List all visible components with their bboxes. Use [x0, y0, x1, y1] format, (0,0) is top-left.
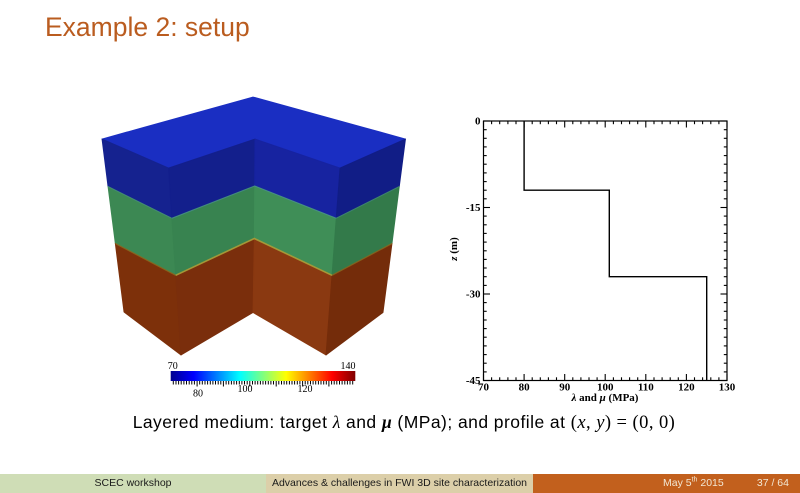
- svg-text:80: 80: [193, 389, 203, 400]
- svg-text:100: 100: [238, 384, 253, 395]
- svg-text:140: 140: [341, 361, 356, 372]
- svg-text:0: 0: [475, 116, 481, 128]
- svg-text:70: 70: [168, 361, 178, 372]
- svg-text:100: 100: [597, 382, 614, 394]
- svg-text:-15: -15: [466, 202, 481, 214]
- svg-text:70: 70: [478, 382, 490, 394]
- svg-text:λ and μ (MPa): λ and μ (MPa): [571, 392, 639, 404]
- svg-text:110: 110: [638, 382, 654, 394]
- svg-text:-30: -30: [466, 289, 481, 301]
- svg-text:120: 120: [298, 384, 313, 395]
- svg-text:z (m): z (m): [448, 237, 460, 262]
- svg-text:130: 130: [719, 382, 736, 394]
- svg-text:90: 90: [559, 382, 571, 394]
- svg-text:-45: -45: [466, 375, 481, 387]
- svg-text:80: 80: [519, 382, 531, 394]
- svg-text:120: 120: [678, 382, 695, 394]
